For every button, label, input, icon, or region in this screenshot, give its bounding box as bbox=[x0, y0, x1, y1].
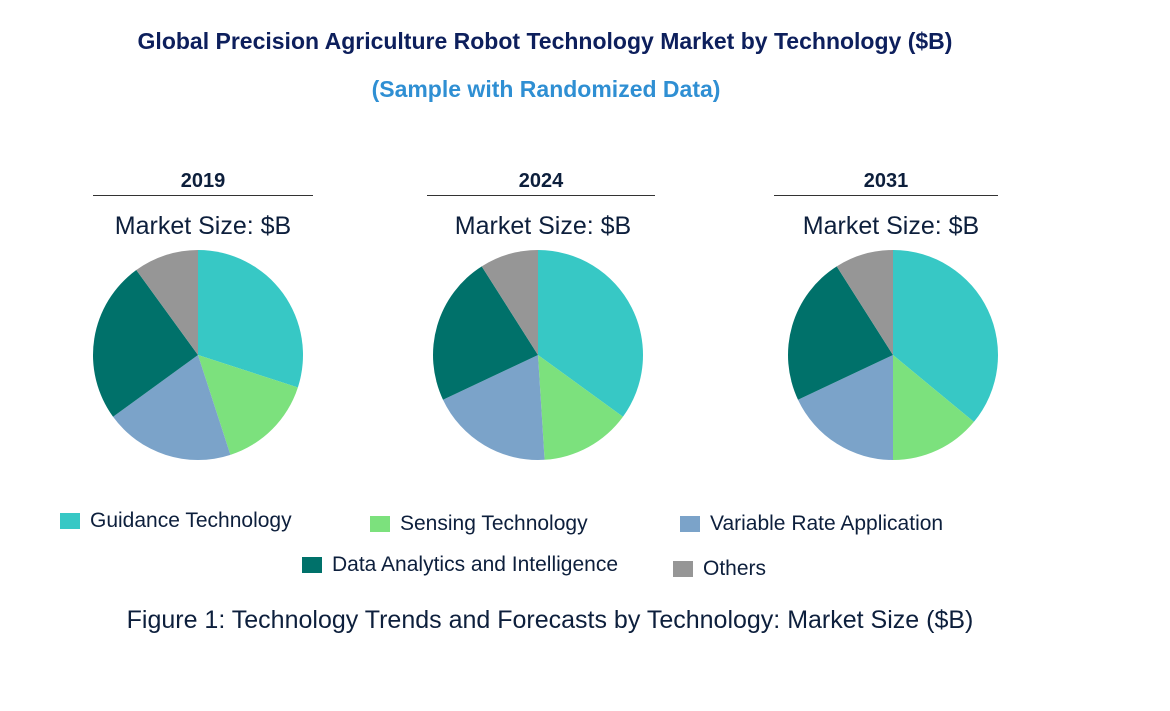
pie-title-2031: 2031 bbox=[774, 170, 998, 196]
pie-slice-variable-rate-application bbox=[113, 355, 231, 460]
pie-slice-sensing-technology bbox=[198, 355, 298, 455]
pie-2024 bbox=[433, 250, 643, 460]
legend-label: Variable Rate Application bbox=[710, 512, 944, 535]
legend-label: Data Analytics and Intelligence bbox=[332, 553, 619, 576]
pie-slice-guidance-technology bbox=[538, 250, 643, 417]
legend-swatch bbox=[370, 516, 390, 532]
market-size-2019: Market Size: $B bbox=[114, 212, 292, 240]
pie-slice-guidance-technology bbox=[198, 250, 303, 388]
legend-label: Sensing Technology bbox=[400, 512, 588, 535]
legend-swatch bbox=[302, 557, 322, 573]
market-size-2031: Market Size: $B bbox=[802, 212, 980, 240]
chart-title: Global Precision Agriculture Robot Techn… bbox=[137, 28, 953, 54]
pie-2031 bbox=[788, 250, 998, 460]
pie-slice-others bbox=[481, 250, 538, 355]
market-size-2024: Market Size: $B bbox=[454, 212, 632, 240]
legend-swatch bbox=[680, 516, 700, 532]
legend-swatch bbox=[60, 513, 80, 529]
pie-title-2019: 2019 bbox=[93, 170, 313, 196]
pie-slice-data-analytics-and-intelligence bbox=[788, 266, 893, 400]
figure-caption: Figure 1: Technology Trends and Forecast… bbox=[126, 606, 974, 634]
legend-label: Guidance Technology bbox=[90, 509, 292, 532]
pie-slice-guidance-technology bbox=[893, 250, 998, 422]
legend-item-variable-rate: Variable Rate Application bbox=[680, 512, 943, 536]
pie-slice-others bbox=[136, 250, 198, 355]
pie-2019 bbox=[93, 250, 303, 460]
legend-item-data-analytics: Data Analytics and Intelligence bbox=[302, 553, 618, 577]
pie-slice-sensing-technology bbox=[893, 355, 974, 460]
pie-slice-variable-rate-application bbox=[442, 355, 545, 460]
legend-swatch bbox=[673, 561, 693, 577]
pie-slice-variable-rate-application bbox=[797, 355, 893, 460]
legend-item-guidance: Guidance Technology bbox=[60, 509, 292, 533]
pie-slice-others bbox=[836, 250, 893, 355]
pie-slice-sensing-technology bbox=[538, 355, 623, 460]
legend-item-others: Others bbox=[673, 557, 766, 581]
pie-title-2024: 2024 bbox=[427, 170, 655, 196]
pie-slice-data-analytics-and-intelligence bbox=[93, 270, 198, 417]
pie-slice-data-analytics-and-intelligence bbox=[433, 266, 538, 400]
chart-subtitle: (Sample with Randomized Data) bbox=[371, 76, 721, 102]
legend-item-sensing: Sensing Technology bbox=[370, 512, 588, 536]
legend-label: Others bbox=[703, 557, 767, 580]
